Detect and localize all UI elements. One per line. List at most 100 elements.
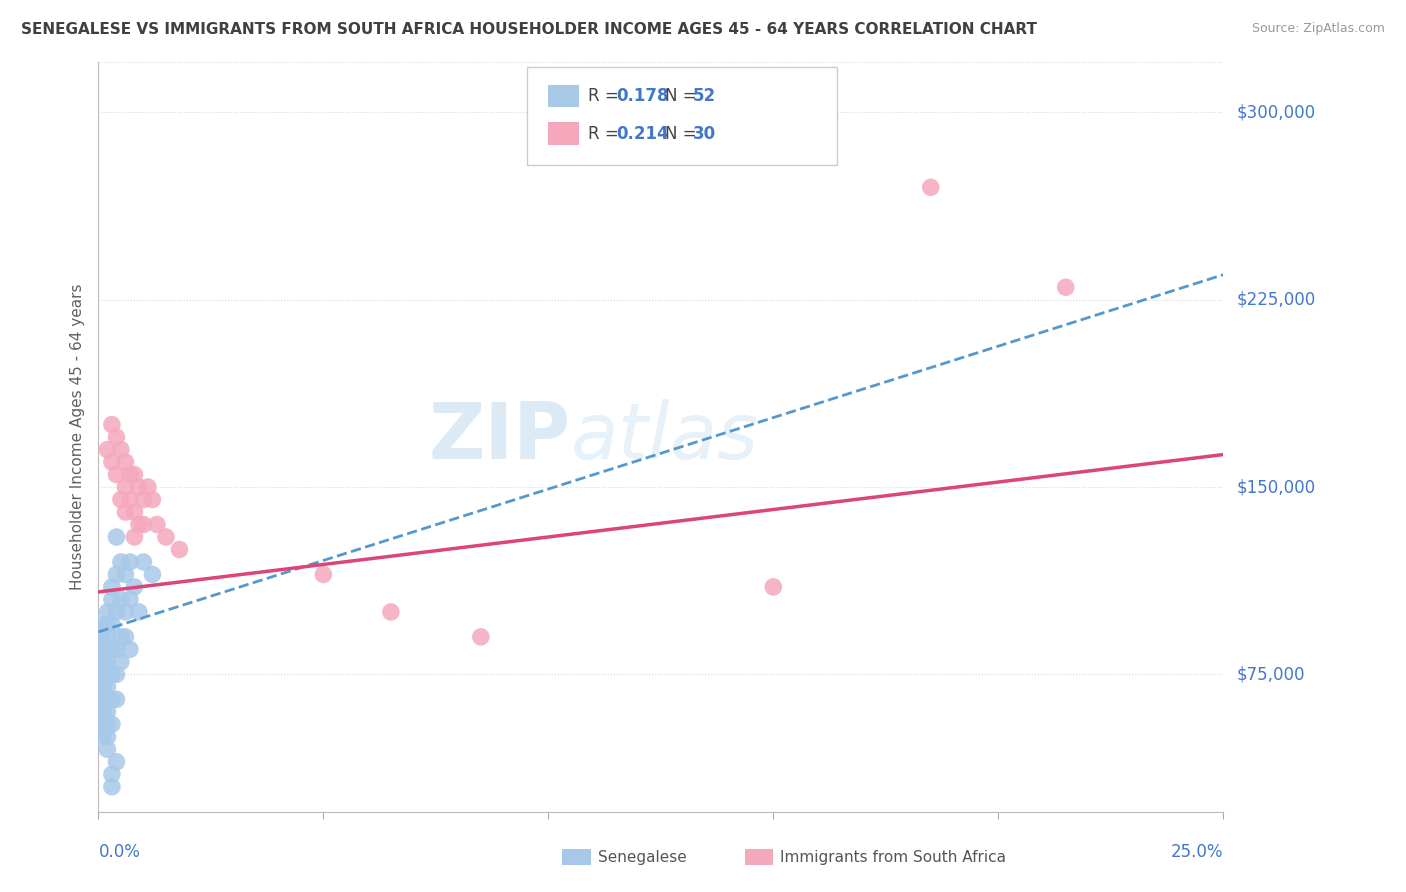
Y-axis label: Householder Income Ages 45 - 64 years: Householder Income Ages 45 - 64 years <box>69 284 84 591</box>
Point <box>114 480 136 494</box>
Point <box>110 492 132 507</box>
Point <box>169 542 191 557</box>
Point <box>101 692 124 706</box>
Point <box>470 630 492 644</box>
Point <box>132 555 155 569</box>
Point <box>124 530 146 544</box>
Point <box>101 717 124 731</box>
Point <box>920 180 942 194</box>
Point <box>132 492 155 507</box>
Point <box>128 517 150 532</box>
Text: Immigrants from South Africa: Immigrants from South Africa <box>780 850 1007 864</box>
Point <box>1054 280 1077 294</box>
Point <box>105 755 128 769</box>
Text: 0.0%: 0.0% <box>98 843 141 861</box>
Point <box>96 680 118 694</box>
Point <box>114 567 136 582</box>
Point <box>96 442 118 457</box>
Point <box>101 417 124 432</box>
Text: ZIP: ZIP <box>429 399 571 475</box>
Point <box>105 467 128 482</box>
Point <box>110 442 132 457</box>
Point <box>762 580 785 594</box>
Point <box>96 717 118 731</box>
Point <box>124 505 146 519</box>
Point <box>101 617 124 632</box>
Point <box>105 605 128 619</box>
Point <box>118 555 141 569</box>
Text: N =: N = <box>665 125 702 143</box>
Point <box>110 655 132 669</box>
Point <box>128 480 150 494</box>
Point <box>105 692 128 706</box>
Point <box>105 430 128 444</box>
Point <box>141 567 163 582</box>
Point <box>114 630 136 644</box>
Point <box>118 642 141 657</box>
Point <box>101 455 124 469</box>
Point <box>105 567 128 582</box>
Text: 52: 52 <box>693 87 716 105</box>
Point <box>96 667 118 681</box>
Point <box>101 592 124 607</box>
Text: Senegalese: Senegalese <box>598 850 686 864</box>
Point <box>105 530 128 544</box>
Point <box>91 705 114 719</box>
Point <box>118 467 141 482</box>
Point <box>155 530 177 544</box>
Point <box>91 680 114 694</box>
Point <box>105 667 128 681</box>
Point <box>124 580 146 594</box>
Point <box>114 455 136 469</box>
Text: SENEGALESE VS IMMIGRANTS FROM SOUTH AFRICA HOUSEHOLDER INCOME AGES 45 - 64 YEARS: SENEGALESE VS IMMIGRANTS FROM SOUTH AFRI… <box>21 22 1038 37</box>
Point <box>101 642 124 657</box>
Point <box>96 642 118 657</box>
Point <box>91 692 114 706</box>
Text: N =: N = <box>665 87 702 105</box>
Text: R =: R = <box>588 87 624 105</box>
Point <box>91 642 114 657</box>
Point <box>91 717 114 731</box>
Point <box>101 767 124 781</box>
Point <box>114 505 136 519</box>
Point <box>101 580 124 594</box>
Point <box>96 617 118 632</box>
Point <box>96 730 118 744</box>
Point <box>118 592 141 607</box>
Point <box>96 742 118 756</box>
Point <box>110 592 132 607</box>
Text: 25.0%: 25.0% <box>1171 843 1223 861</box>
Point <box>124 467 146 482</box>
Point <box>132 517 155 532</box>
Text: $75,000: $75,000 <box>1237 665 1306 683</box>
Point <box>141 492 163 507</box>
Point <box>118 492 141 507</box>
Point <box>110 630 132 644</box>
Text: atlas: atlas <box>571 399 759 475</box>
Point <box>96 692 118 706</box>
Text: 0.178: 0.178 <box>616 87 668 105</box>
Point <box>96 605 118 619</box>
Point <box>101 667 124 681</box>
Text: $150,000: $150,000 <box>1237 478 1316 496</box>
Point <box>96 655 118 669</box>
Point <box>114 605 136 619</box>
Point <box>96 705 118 719</box>
Point <box>110 555 132 569</box>
Text: $225,000: $225,000 <box>1237 291 1316 309</box>
Point <box>146 517 169 532</box>
Text: Source: ZipAtlas.com: Source: ZipAtlas.com <box>1251 22 1385 36</box>
Text: $300,000: $300,000 <box>1237 103 1316 121</box>
Point <box>101 780 124 794</box>
Text: 30: 30 <box>693 125 716 143</box>
Text: 0.214: 0.214 <box>616 125 668 143</box>
Point <box>380 605 402 619</box>
Point <box>91 667 114 681</box>
Point <box>136 480 159 494</box>
Point <box>91 617 114 632</box>
Point <box>312 567 335 582</box>
Text: R =: R = <box>588 125 624 143</box>
Point <box>105 642 128 657</box>
Point <box>91 730 114 744</box>
Point <box>96 630 118 644</box>
